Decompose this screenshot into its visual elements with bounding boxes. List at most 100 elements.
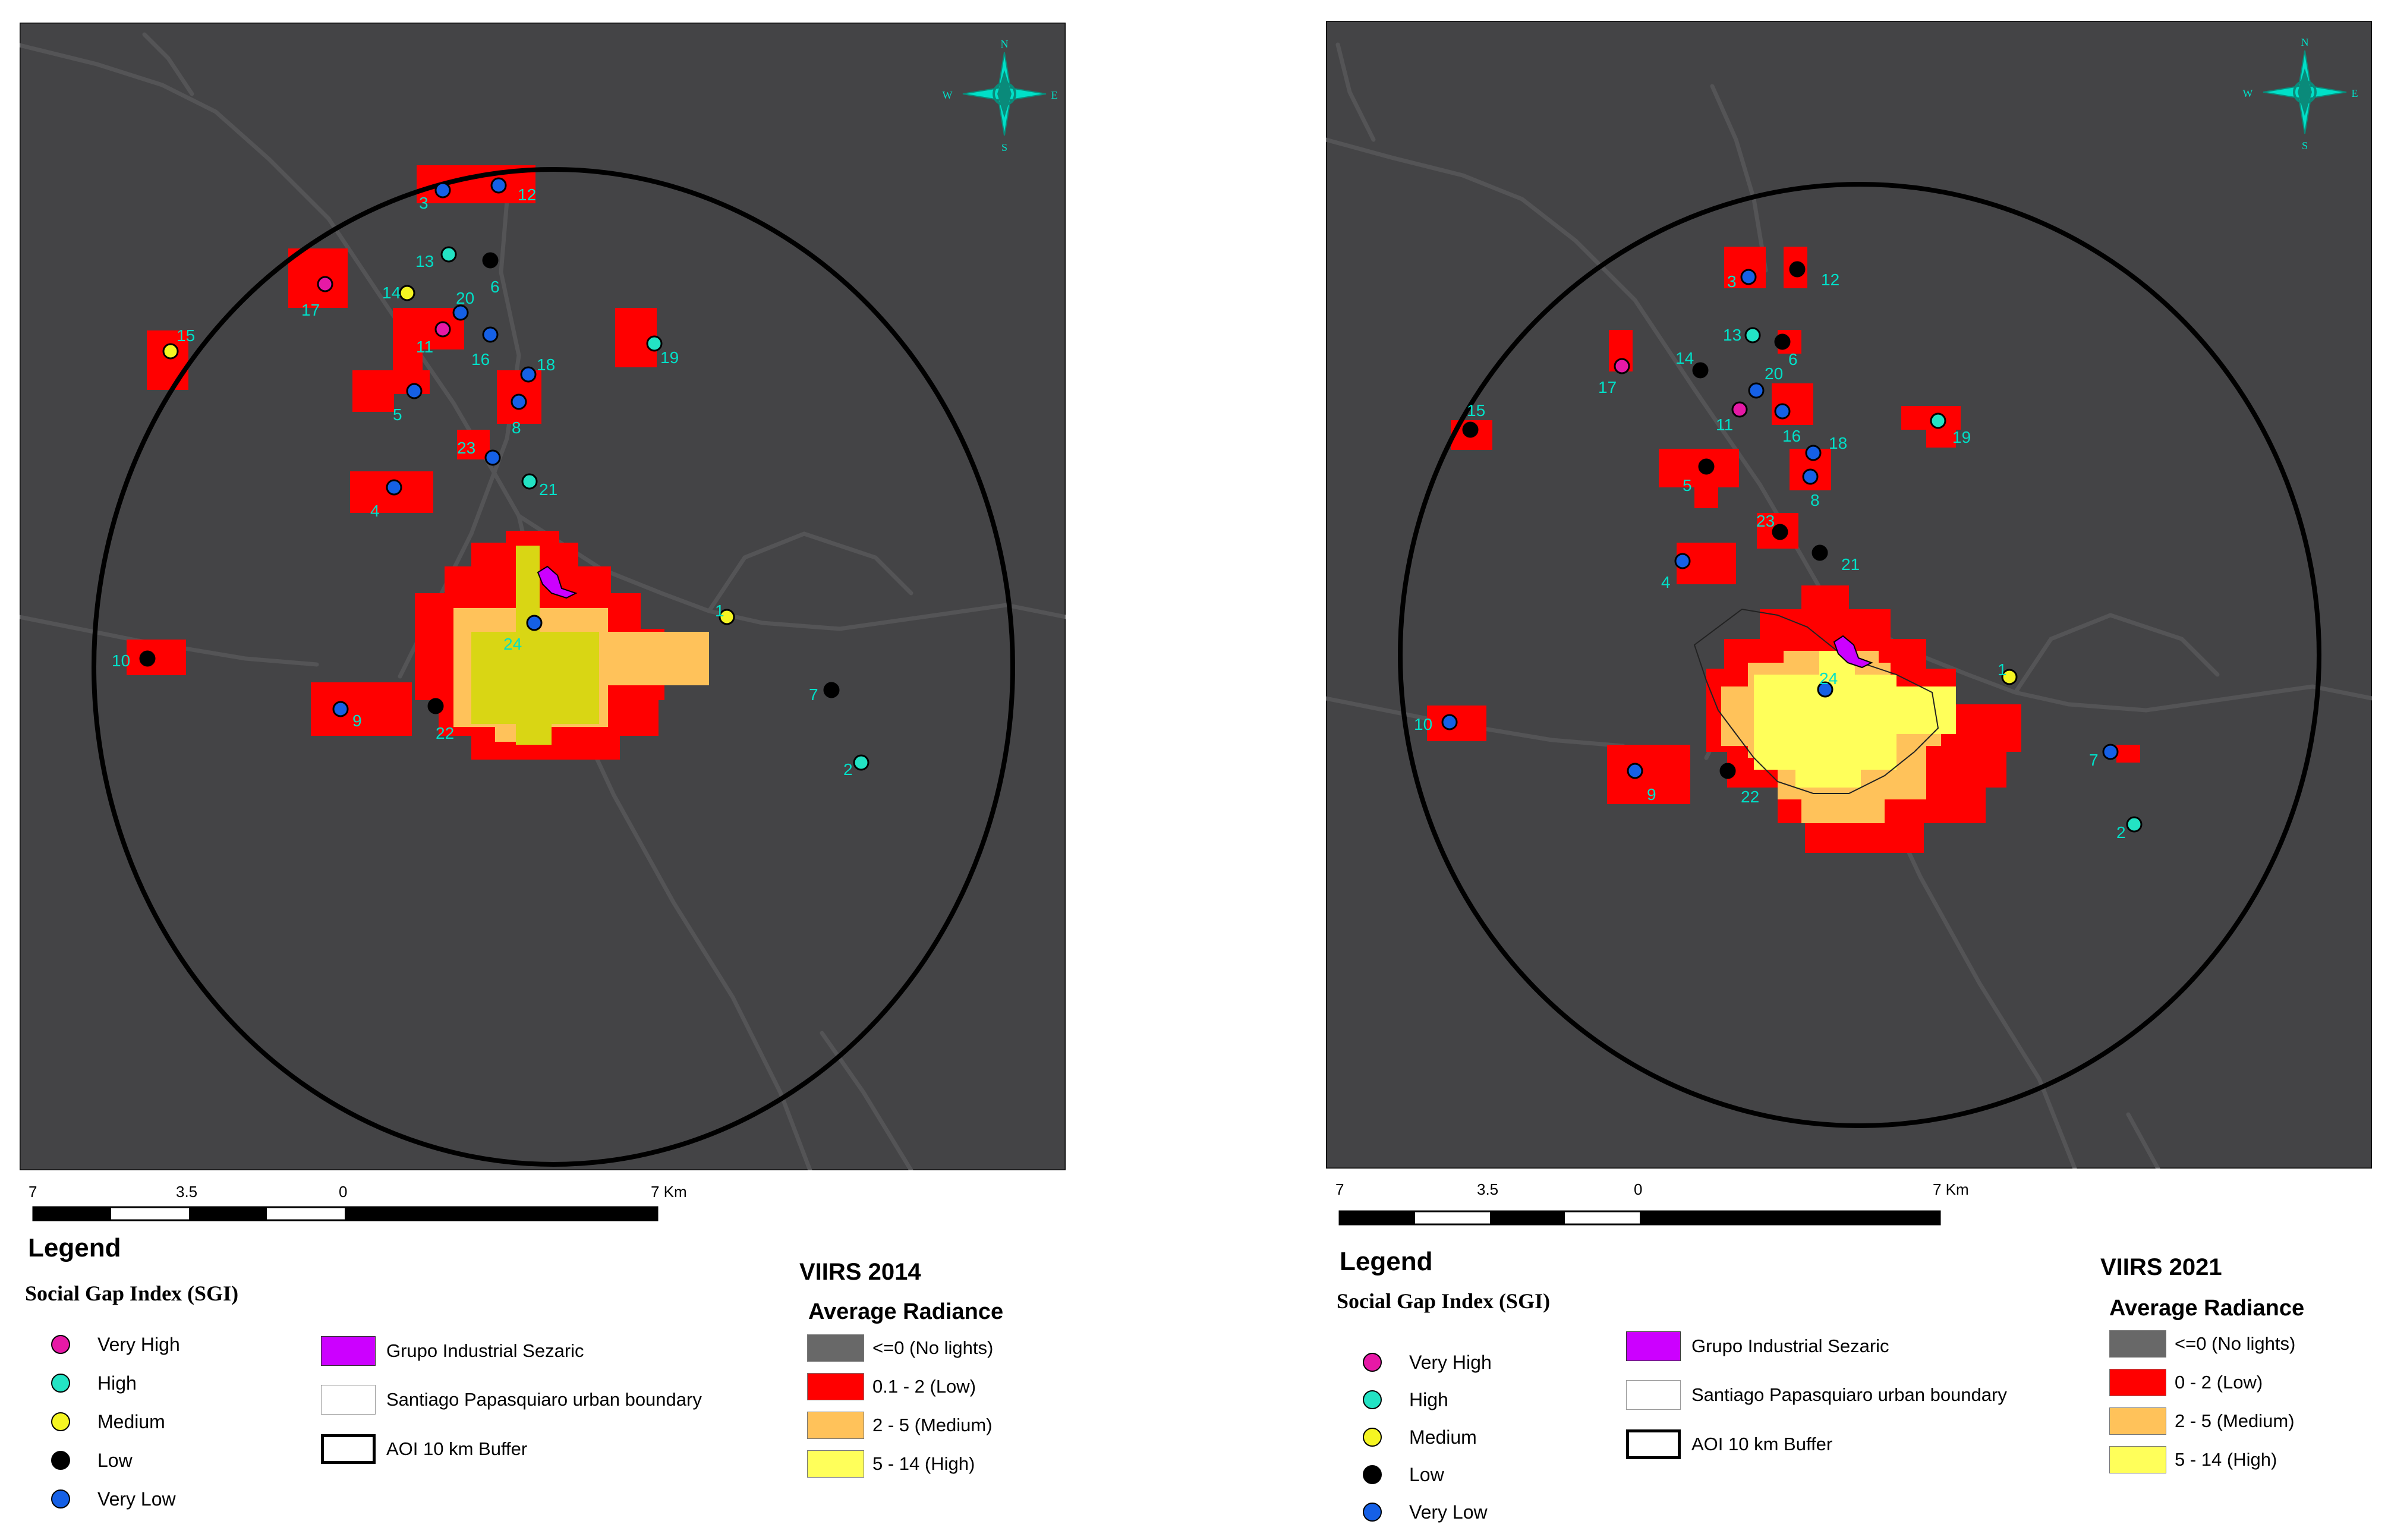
sgi-legend-dot — [51, 1412, 70, 1431]
compass-label-e: E — [2352, 87, 2358, 99]
sgi-point-8 — [1802, 468, 1819, 485]
sgi-point-label-21: 21 — [1841, 555, 1860, 574]
sgi-point-4 — [1674, 553, 1691, 569]
sgi-point-12 — [490, 177, 507, 194]
radiance-tile — [393, 308, 464, 349]
sgi-legend-dot — [1363, 1428, 1382, 1447]
sgi-point-label-24: 24 — [1819, 669, 1838, 688]
radiance-swatch — [2109, 1330, 2166, 1358]
scale-tick-7-km: 7 Km — [1933, 1180, 1969, 1198]
sgi-legend-item-high: High — [51, 1371, 137, 1395]
sgi-point-12 — [1789, 261, 1806, 278]
sgi-point-14 — [1692, 362, 1709, 379]
sgi-legend-dot — [1363, 1465, 1382, 1484]
sgi-point-8 — [511, 393, 527, 410]
sgi-point-label-13: 13 — [415, 252, 434, 270]
radiance-tile — [1760, 609, 1891, 639]
sgi-point-label-11: 11 — [1716, 415, 1733, 434]
grupo-industrial-label: Grupo Industrial Sezaric — [1691, 1336, 1889, 1356]
sgi-point-label-18: 18 — [537, 355, 555, 374]
viirs-title: VIIRS 2021 — [2100, 1254, 2222, 1280]
legend-title: Legend — [1340, 1247, 1433, 1276]
sgi-point-label-1: 1 — [1998, 660, 2007, 679]
legend-urban-boundary: Santiago Papasquiaro urban boundary — [1626, 1380, 2007, 1410]
sgi-legend-label: High — [97, 1372, 137, 1394]
radiance-tile — [1805, 823, 1924, 853]
sgi-legend-item-very-high: Very High — [51, 1333, 180, 1356]
sgi-legend-label: Low — [1409, 1463, 1444, 1485]
sgi-point-label-13: 13 — [1723, 326, 1741, 344]
sgi-title: Social Gap Index (SGI) — [25, 1281, 239, 1305]
sgi-point-21 — [521, 473, 538, 490]
radiance-swatch — [807, 1450, 864, 1478]
compass-label-w: W — [2243, 87, 2253, 99]
sgi-legend-dot — [51, 1335, 70, 1354]
sgi-point-3 — [1740, 269, 1757, 285]
radiance-tile — [2116, 745, 2140, 763]
sgi-point-label-7: 7 — [809, 685, 818, 704]
sgi-point-2 — [2126, 816, 2143, 833]
sgi-legend-label: Low — [97, 1449, 133, 1471]
scale-bar — [32, 1206, 659, 1221]
radiance-swatch — [807, 1334, 864, 1362]
sgi-point-24 — [1817, 681, 1833, 698]
sgi-point-6 — [1774, 333, 1791, 350]
sgi-point-22 — [1719, 763, 1736, 779]
sgi-legend-item-high: High — [1363, 1388, 1448, 1412]
radiance-swatch — [807, 1412, 864, 1439]
radiance-tile — [288, 248, 348, 308]
scale-tick-0: 0 — [339, 1183, 348, 1201]
radiance-tile — [127, 640, 186, 675]
aoi-10km-buffer — [92, 167, 1015, 1167]
sgi-point-5 — [406, 383, 423, 399]
sgi-legend-dot — [1363, 1390, 1382, 1409]
sgi-point-23 — [1772, 524, 1788, 540]
grupo-industrial-sezaric-polygon — [537, 565, 578, 599]
sgi-point-7 — [2102, 744, 2119, 760]
sgi-point-label-23: 23 — [457, 439, 475, 457]
sgi-point-label-19: 19 — [1952, 428, 1971, 446]
sgi-point-label-4: 4 — [370, 502, 380, 520]
sgi-point-18 — [1805, 445, 1822, 461]
radiance-tile — [457, 430, 490, 459]
sgi-point-label-24: 24 — [503, 635, 522, 653]
sgi-point-4 — [386, 479, 402, 496]
sgi-legend-dot — [51, 1451, 70, 1470]
sgi-point-17 — [317, 276, 333, 292]
sgi-point-label-4: 4 — [1661, 573, 1671, 591]
scale-tick-7-left: 7 — [29, 1183, 37, 1201]
grupo-industrial-swatch — [321, 1336, 376, 1366]
sgi-legend-item-very-low: Very Low — [1363, 1500, 1488, 1524]
aoi-buffer-label: AOI 10 km Buffer — [386, 1438, 528, 1459]
radiance-tile — [147, 330, 188, 390]
sgi-point-label-15: 15 — [1467, 401, 1485, 420]
sgi-legend-dot — [1363, 1353, 1382, 1372]
radiance-legend-item: 5 - 14 (High) — [2109, 1446, 2277, 1473]
radiance-label: 2 - 5 (Medium) — [2175, 1410, 2295, 1431]
compass-needle-icon — [997, 70, 1012, 118]
legend-urban-boundary: Santiago Papasquiaro urban boundary — [321, 1385, 702, 1415]
sgi-point-label-9: 9 — [352, 711, 362, 730]
sgi-point-label-19: 19 — [660, 348, 679, 367]
sgi-legend-item-very-high: Very High — [1363, 1350, 1492, 1374]
map-panel-2014: 1 2 3 4 5 6 7 8 9 10 11 12 13 14 15 16 17 18 19 20 21 22 23 24 … — [20, 23, 1066, 1510]
urban-boundary-swatch — [321, 1385, 376, 1415]
sgi-point-label-9: 9 — [1647, 785, 1656, 804]
radiance-tile — [516, 712, 552, 745]
sgi-point-19 — [1930, 412, 1946, 429]
viirs-title: VIIRS 2014 — [799, 1259, 921, 1285]
radiance-swatch — [2109, 1407, 2166, 1435]
radiance-label: 5 - 14 (High) — [2175, 1449, 2277, 1470]
sgi-point-16 — [482, 326, 499, 343]
sgi-legend-label: Very Low — [97, 1488, 176, 1510]
aoi-buffer-label: AOI 10 km Buffer — [1691, 1434, 1833, 1454]
sgi-point-19 — [646, 335, 663, 352]
grupo-industrial-sezaric-polygon — [1833, 635, 1873, 669]
sgi-point-label-12: 12 — [518, 185, 536, 204]
scale-bar — [1338, 1210, 1941, 1226]
radiance-tile — [1801, 793, 1885, 823]
north-arrow: N S E W — [2243, 36, 2358, 152]
sgi-point-6 — [482, 252, 499, 269]
sgi-point-label-17: 17 — [301, 301, 320, 319]
